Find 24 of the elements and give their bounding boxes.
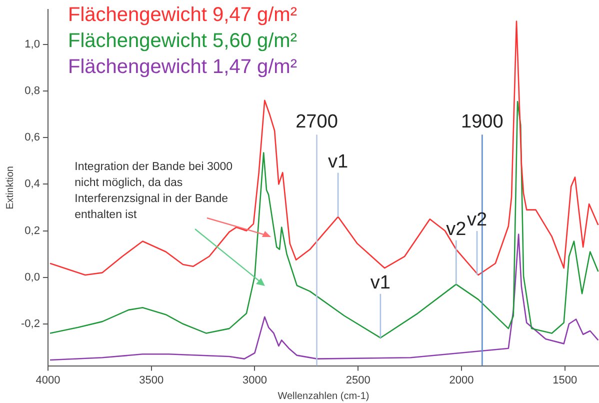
annotation: Integration der Bande bei 3000 nicht möglich, da das Interferenzsignal in der Bande enthalten ist xyxy=(74,160,233,223)
y-axis-title: Extinktion xyxy=(4,166,16,210)
annotation: v2 xyxy=(446,219,466,240)
y-tick-label: 0,8 xyxy=(24,85,40,98)
y-tick-label: 0,6 xyxy=(24,132,40,144)
x-tick-label: 2000 xyxy=(449,374,474,386)
text: Flächengewicht 9,47 g/m² xyxy=(68,3,298,28)
x-tick-label: 4000 xyxy=(36,374,60,386)
ref-line-label: 2700 xyxy=(296,111,338,132)
text: Flächengewicht 1,47 g/m² xyxy=(68,55,298,80)
ref-line-label: 1900 xyxy=(461,111,504,132)
y-tick-label: 0,0 xyxy=(24,271,40,284)
x-tick-label: 2500 xyxy=(346,374,370,386)
x-axis-title: Wellenzahlen (cm-1) xyxy=(278,390,370,402)
y-tick-label: 0,2 xyxy=(24,224,40,237)
y-tick-label: 1,0 xyxy=(24,38,40,51)
x-tick-label: 1500 xyxy=(552,374,578,386)
y-tick-label: -0,2 xyxy=(20,318,40,330)
annotation: v1 xyxy=(328,152,348,173)
y-tick-label: 0,4 xyxy=(24,178,40,190)
text: Flächengewicht 5,60 g/m² xyxy=(68,29,298,54)
x-tick-label: 3000 xyxy=(242,374,267,386)
x-tick-label: 3500 xyxy=(139,374,164,386)
annotation: v1 xyxy=(370,272,390,294)
